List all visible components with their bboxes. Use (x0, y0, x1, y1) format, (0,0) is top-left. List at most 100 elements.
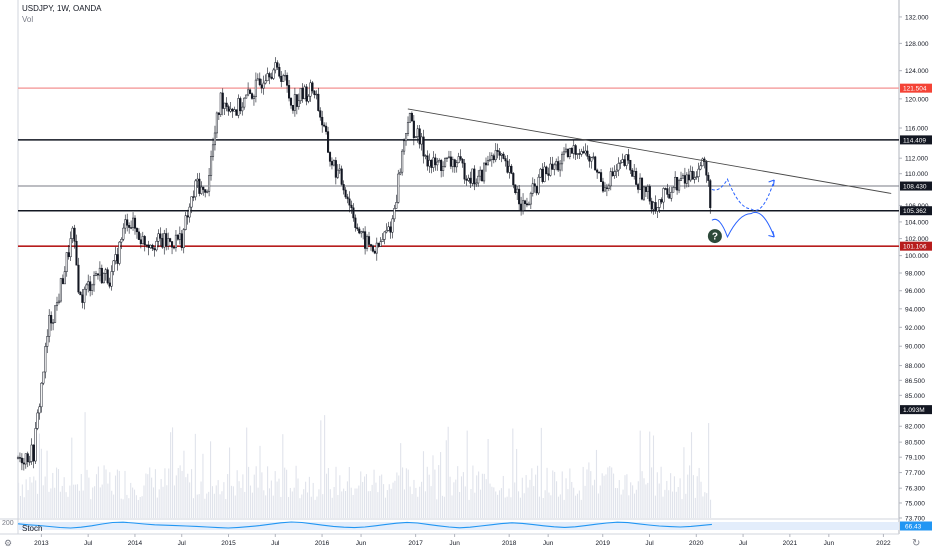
candle-body (327, 131, 330, 153)
reload-icon[interactable]: ↻ (912, 538, 921, 549)
candle-body (274, 62, 277, 71)
volume-bar (194, 433, 196, 518)
volume-bar (274, 471, 276, 518)
candle-body (79, 291, 82, 296)
projection-up-path[interactable] (711, 178, 775, 211)
candle-body (57, 300, 61, 303)
volume-bar (187, 473, 189, 518)
y-tick-label: 80.500 (905, 440, 925, 447)
volume-bar (379, 475, 381, 518)
candle-body (61, 278, 64, 285)
volume-bar (479, 489, 482, 518)
gear-icon[interactable]: ⚙ (4, 538, 13, 548)
candle-body (231, 108, 234, 112)
y-tick-label: 85.000 (905, 393, 925, 400)
candle-body (120, 238, 123, 243)
volume-bar (230, 485, 233, 518)
volume-bar (297, 478, 299, 518)
volume-bar (84, 412, 86, 518)
candle-body (664, 188, 667, 190)
x-tick-label: 2013 (34, 540, 49, 547)
candle-body (405, 133, 408, 142)
candle-body (139, 239, 142, 245)
candle-body (410, 113, 413, 122)
candle-body (52, 322, 55, 324)
candle-body (459, 156, 462, 160)
volume-bar (272, 495, 274, 518)
descending-trendline[interactable] (407, 108, 892, 194)
candle-body (504, 158, 507, 162)
candle-body (317, 93, 320, 111)
volume-bar (113, 494, 115, 518)
candle-body (535, 185, 538, 194)
volume-bar (457, 466, 459, 518)
volume-bar (367, 491, 369, 518)
volume-bar (120, 498, 122, 518)
candle-body (442, 166, 445, 171)
volume-bar (95, 474, 98, 518)
volume-bar (369, 491, 371, 518)
candle-body (666, 188, 669, 195)
volume-bar (286, 469, 288, 518)
volume-bar (476, 475, 478, 518)
candle-body (362, 231, 365, 233)
candle-body (369, 244, 372, 247)
volume-bar (396, 472, 398, 518)
volume-bar (37, 493, 39, 518)
candle-body (393, 208, 396, 220)
volume-bar (535, 474, 537, 518)
candle-body (471, 168, 474, 184)
question-badge[interactable] (707, 229, 722, 244)
y-tick-label: 98.000 (905, 270, 925, 277)
x-tick-label: Jul (271, 540, 280, 547)
candle-body (525, 203, 529, 206)
candle-body (687, 174, 690, 181)
candle-body (266, 73, 269, 82)
volume-legend[interactable]: Vol (22, 15, 34, 24)
volume-bar (276, 481, 278, 518)
candle-body (444, 158, 447, 167)
volume-bar (289, 487, 291, 518)
volume-bar (238, 481, 240, 518)
volume-bar (362, 481, 364, 518)
volume-bar (595, 449, 598, 518)
volume-bar (443, 496, 445, 518)
volume-bar (242, 474, 244, 518)
volume-bar (400, 443, 402, 518)
candle-body (578, 153, 581, 155)
volume-bar (472, 465, 474, 518)
candle-body (432, 157, 435, 168)
volume-bar (377, 492, 379, 518)
volume-bar (92, 487, 94, 518)
y-tick-label: 110.000 (905, 171, 928, 178)
candle-body (685, 174, 688, 184)
volume-bar (240, 487, 242, 518)
volume-bar (611, 467, 613, 518)
volume-bar (232, 486, 234, 518)
candle-body (204, 189, 207, 193)
candle-body (389, 226, 392, 233)
volume-bar (664, 489, 666, 518)
symbol-legend[interactable]: USDJPY, 1W, OANDA (22, 4, 102, 13)
volume-bar (637, 481, 639, 518)
volume-bar (692, 475, 694, 518)
volume-bar (641, 471, 643, 518)
volume-bar (94, 486, 96, 518)
candle-body (340, 168, 343, 185)
volume-bar (99, 487, 101, 518)
volume-bar (630, 482, 632, 518)
volume-bar (643, 478, 645, 518)
candle-body (689, 170, 692, 181)
candle-body (174, 234, 177, 248)
candle-body (650, 200, 653, 210)
stoch-line[interactable] (17, 521, 712, 529)
candle-body (89, 281, 92, 291)
volume-bar (263, 490, 265, 518)
projection-down-path[interactable] (711, 212, 775, 239)
candle-body (668, 194, 671, 199)
candle-body (418, 128, 421, 145)
stoch-legend[interactable]: Stoch (22, 524, 43, 533)
volume-bar (75, 484, 77, 518)
candle-body (586, 150, 589, 157)
